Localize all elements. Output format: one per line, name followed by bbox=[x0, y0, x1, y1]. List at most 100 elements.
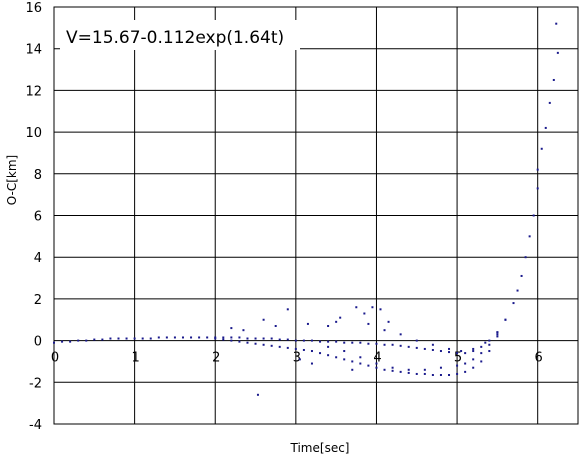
data-point bbox=[238, 340, 241, 343]
x-axis-label: Time[sec] bbox=[290, 441, 350, 455]
data-point bbox=[391, 343, 394, 346]
data-point bbox=[335, 320, 338, 323]
data-point bbox=[327, 325, 330, 328]
data-point bbox=[456, 372, 459, 375]
data-point bbox=[556, 51, 559, 54]
x-tick-label: 2 bbox=[212, 351, 220, 366]
annotation-box bbox=[60, 20, 300, 50]
data-point bbox=[363, 312, 366, 315]
x-tick-label: 0 bbox=[51, 351, 59, 366]
data-point bbox=[480, 360, 483, 363]
data-point bbox=[302, 339, 305, 342]
data-point bbox=[109, 337, 112, 340]
x-tick-label: 1 bbox=[131, 351, 139, 366]
data-point bbox=[206, 336, 209, 339]
data-point bbox=[214, 337, 217, 340]
y-tick-label: -2 bbox=[29, 376, 42, 391]
data-point bbox=[423, 368, 426, 371]
y-axis-label: O-C[km] bbox=[5, 155, 19, 206]
x-tick-label: 6 bbox=[535, 351, 543, 366]
data-point bbox=[548, 101, 551, 104]
y-tick-label: 2 bbox=[34, 293, 42, 308]
data-point bbox=[448, 351, 451, 354]
data-point bbox=[391, 369, 394, 372]
data-point bbox=[117, 337, 120, 340]
y-tick-label: 8 bbox=[34, 168, 42, 183]
data-point bbox=[456, 352, 459, 355]
data-point bbox=[540, 147, 543, 150]
data-point bbox=[532, 214, 535, 217]
y-tick-label: 10 bbox=[25, 126, 42, 141]
data-point bbox=[552, 78, 555, 81]
fit-equation-annotation: V=15.67-0.112exp(1.64t) bbox=[66, 28, 284, 48]
data-point bbox=[69, 340, 72, 343]
data-point bbox=[53, 341, 55, 344]
data-point bbox=[181, 336, 184, 339]
data-point bbox=[355, 306, 358, 309]
data-point bbox=[157, 336, 160, 339]
data-point bbox=[359, 356, 362, 359]
data-point bbox=[319, 352, 322, 355]
data-point bbox=[278, 338, 281, 341]
data-point bbox=[379, 308, 382, 311]
data-point bbox=[555, 22, 558, 25]
data-point bbox=[415, 346, 418, 349]
data-point bbox=[173, 336, 176, 339]
data-point bbox=[238, 336, 241, 339]
data-point bbox=[101, 338, 104, 341]
data-point bbox=[335, 340, 338, 343]
data-point bbox=[528, 235, 531, 238]
data-point bbox=[415, 339, 418, 342]
data-point bbox=[262, 337, 265, 340]
data-point bbox=[327, 354, 330, 357]
data-point bbox=[383, 343, 386, 346]
data-point bbox=[141, 337, 144, 340]
data-point bbox=[375, 366, 378, 369]
data-point bbox=[456, 364, 459, 367]
data-point bbox=[230, 327, 233, 330]
data-point bbox=[387, 320, 390, 323]
data-point bbox=[351, 341, 354, 344]
data-point bbox=[399, 344, 402, 347]
data-point bbox=[286, 338, 289, 341]
data-point bbox=[399, 370, 402, 373]
data-point bbox=[512, 302, 515, 305]
data-point bbox=[222, 338, 225, 341]
data-point bbox=[343, 341, 346, 344]
data-point bbox=[85, 339, 88, 342]
data-point bbox=[391, 366, 394, 369]
data-point bbox=[488, 343, 491, 346]
y-tick-label: 0 bbox=[34, 335, 42, 350]
data-point bbox=[125, 337, 128, 340]
data-point bbox=[294, 347, 297, 350]
data-point bbox=[407, 371, 410, 374]
y-tick-label: 16 bbox=[25, 1, 42, 16]
data-point bbox=[278, 345, 281, 348]
x-tick-label: 5 bbox=[454, 351, 462, 366]
data-point bbox=[460, 350, 463, 353]
data-point bbox=[448, 374, 451, 377]
y-tick-labels: -4 -2 0 2 4 6 8 10 12 14 16 bbox=[25, 1, 42, 433]
data-point bbox=[472, 347, 475, 350]
data-point bbox=[294, 339, 297, 342]
data-points bbox=[53, 22, 559, 396]
data-point bbox=[77, 339, 80, 342]
data-point bbox=[431, 374, 434, 377]
data-point bbox=[246, 341, 249, 344]
data-point bbox=[488, 339, 491, 342]
data-point bbox=[306, 322, 309, 325]
data-point bbox=[488, 350, 491, 353]
data-point bbox=[262, 343, 265, 346]
y-tick-label: -4 bbox=[29, 418, 42, 433]
x-tick-label: 4 bbox=[373, 351, 381, 366]
data-point bbox=[93, 338, 96, 341]
data-point bbox=[286, 308, 289, 311]
data-point bbox=[335, 356, 338, 359]
data-point bbox=[343, 350, 346, 353]
data-point bbox=[343, 358, 346, 361]
data-point bbox=[472, 350, 475, 353]
data-point bbox=[520, 274, 523, 277]
data-point bbox=[415, 372, 418, 375]
data-point bbox=[327, 340, 330, 343]
